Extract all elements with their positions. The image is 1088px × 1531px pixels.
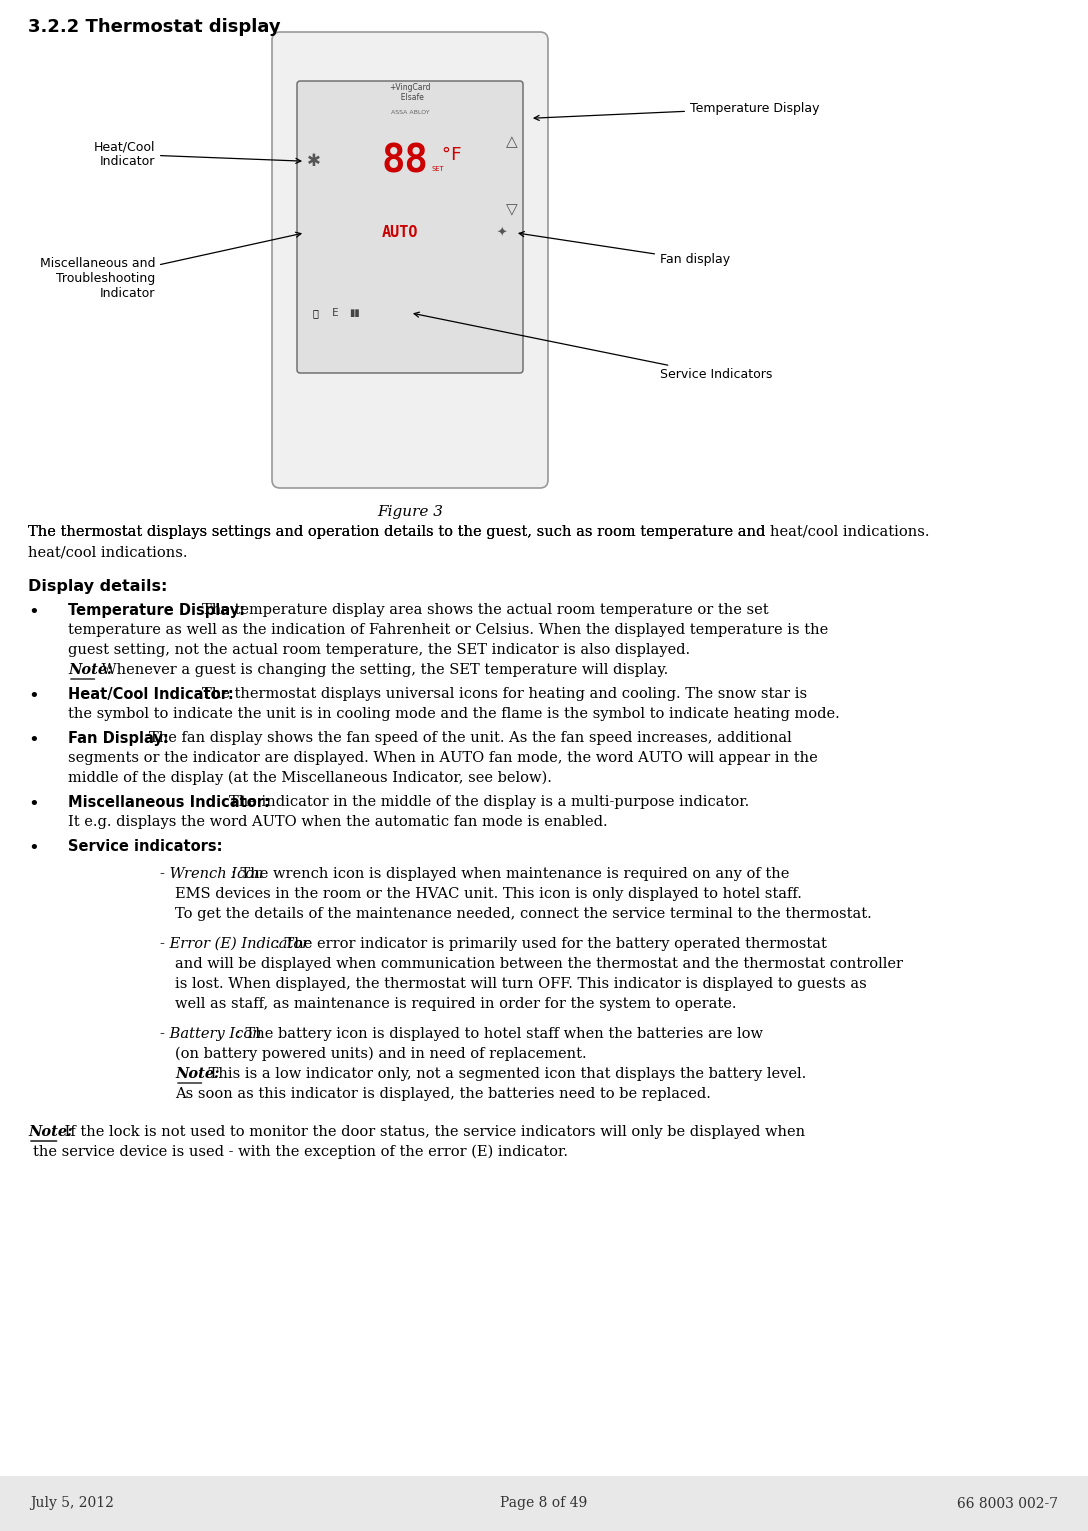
FancyBboxPatch shape [272,32,548,488]
Text: •: • [28,603,39,622]
Text: The temperature display area shows the actual room temperature or the set: The temperature display area shows the a… [202,603,769,617]
Text: Temperature Display: Temperature Display [534,101,819,121]
Text: temperature as well as the indication of Fahrenheit or Celsius. When the display: temperature as well as the indication of… [67,623,828,637]
Text: well as staff, as maintenance is required in order for the system to operate.: well as staff, as maintenance is require… [175,997,737,1010]
Text: the service device is used - with the exception of the error (E) indicator.: the service device is used - with the ex… [33,1145,568,1159]
Text: and will be displayed when communication between the thermostat and the thermost: and will be displayed when communication… [175,957,903,971]
Text: 🔧: 🔧 [312,308,318,318]
Text: AUTO: AUTO [382,225,418,240]
Text: July 5, 2012: July 5, 2012 [30,1496,114,1511]
Text: Fan display: Fan display [519,231,730,266]
Text: Note:: Note: [28,1125,73,1139]
Text: ✱: ✱ [307,152,321,170]
Text: heat/cool indications.: heat/cool indications. [28,545,187,559]
Text: To get the details of the maintenance needed, connect the service terminal to th: To get the details of the maintenance ne… [175,906,871,922]
Text: E: E [332,308,338,318]
Text: Display details:: Display details: [28,579,168,594]
Text: : The wrench icon is displayed when maintenance is required on any of the: : The wrench icon is displayed when main… [231,867,790,880]
Text: ASSA ABLOY: ASSA ABLOY [391,110,430,115]
Text: ✦: ✦ [497,227,507,239]
Text: •: • [28,839,39,857]
Text: Note:: Note: [67,663,112,677]
Text: guest setting, not the actual room temperature, the SET indicator is also displa: guest setting, not the actual room tempe… [67,643,690,657]
Text: The thermostat displays settings and operation details to the guest, such as roo: The thermostat displays settings and ope… [28,525,929,539]
Text: Figure 3: Figure 3 [378,505,443,519]
Text: •: • [28,730,39,749]
Text: Temperature Display:: Temperature Display: [67,603,245,619]
Text: (on battery powered units) and in need of replacement.: (on battery powered units) and in need o… [175,1047,586,1061]
Text: The thermostat displays universal icons for heating and cooling. The snow star i: The thermostat displays universal icons … [202,687,807,701]
Text: °F: °F [440,147,461,164]
Text: This is a low indicator only, not a segmented icon that displays the battery lev: This is a low indicator only, not a segm… [205,1067,806,1081]
Text: Service indicators:: Service indicators: [67,839,223,854]
Text: •: • [28,687,39,704]
Text: Note:: Note: [175,1067,220,1081]
Text: As soon as this indicator is displayed, the batteries need to be replaced.: As soon as this indicator is displayed, … [175,1087,710,1101]
Text: The fan display shows the fan speed of the unit. As the fan speed increases, add: The fan display shows the fan speed of t… [149,730,792,746]
Text: : The battery icon is displayed to hotel staff when the batteries are low: : The battery icon is displayed to hotel… [236,1027,764,1041]
Text: 88: 88 [382,142,429,181]
Text: Whenever a guest is changing the setting, the SET temperature will display.: Whenever a guest is changing the setting… [98,663,669,677]
Bar [0,1476,1088,1531]
FancyBboxPatch shape [297,81,523,374]
Text: 66 8003 002-7: 66 8003 002-7 [956,1496,1058,1511]
Text: +VingCard
  Elsafe: +VingCard Elsafe [390,83,431,103]
Text: Heat/Cool Indicator:: Heat/Cool Indicator: [67,687,234,703]
Text: Miscellaneous and
Troubleshooting
Indicator: Miscellaneous and Troubleshooting Indica… [39,233,301,300]
Text: middle of the display (at the Miscellaneous Indicator, see below).: middle of the display (at the Miscellane… [67,772,552,785]
Text: EMS devices in the room or the HVAC unit. This icon is only displayed to hotel s: EMS devices in the room or the HVAC unit… [175,886,802,902]
Text: segments or the indicator are displayed. When in AUTO fan mode, the word AUTO wi: segments or the indicator are displayed.… [67,752,818,766]
Text: Fan Display:: Fan Display: [67,730,169,746]
Text: Page 8 of 49: Page 8 of 49 [500,1496,588,1511]
Text: the symbol to indicate the unit is in cooling mode and the flame is the symbol t: the symbol to indicate the unit is in co… [67,707,840,721]
Text: •: • [28,795,39,813]
Text: If the lock is not used to monitor the door status, the service indicators will : If the lock is not used to monitor the d… [60,1125,805,1139]
Text: - Wrench Icon: - Wrench Icon [160,867,263,880]
Text: is lost. When displayed, the thermostat will turn OFF. This indicator is display: is lost. When displayed, the thermostat … [175,977,867,991]
Text: Miscellaneous Indicator:: Miscellaneous Indicator: [67,795,270,810]
Text: △: △ [506,133,518,149]
Text: It e.g. displays the word AUTO when the automatic fan mode is enabled.: It e.g. displays the word AUTO when the … [67,814,607,828]
Text: Service Indicators: Service Indicators [415,312,772,381]
Text: SET: SET [432,167,444,171]
Text: : The error indicator is primarily used for the battery operated thermostat: : The error indicator is primarily used … [274,937,827,951]
Text: The indicator in the middle of the display is a multi-purpose indicator.: The indicator in the middle of the displ… [228,795,749,808]
Text: - Error (E) Indicator: - Error (E) Indicator [160,937,309,951]
Text: ▽: ▽ [506,202,518,217]
Text: ▮▮: ▮▮ [349,308,360,318]
Text: The thermostat displays settings and operation details to the guest, such as roo: The thermostat displays settings and ope… [28,525,765,539]
Text: Heat/Cool
Indicator: Heat/Cool Indicator [94,141,300,168]
Text: 3.2.2 Thermostat display: 3.2.2 Thermostat display [28,18,281,37]
Text: - Battery Icon: - Battery Icon [160,1027,261,1041]
